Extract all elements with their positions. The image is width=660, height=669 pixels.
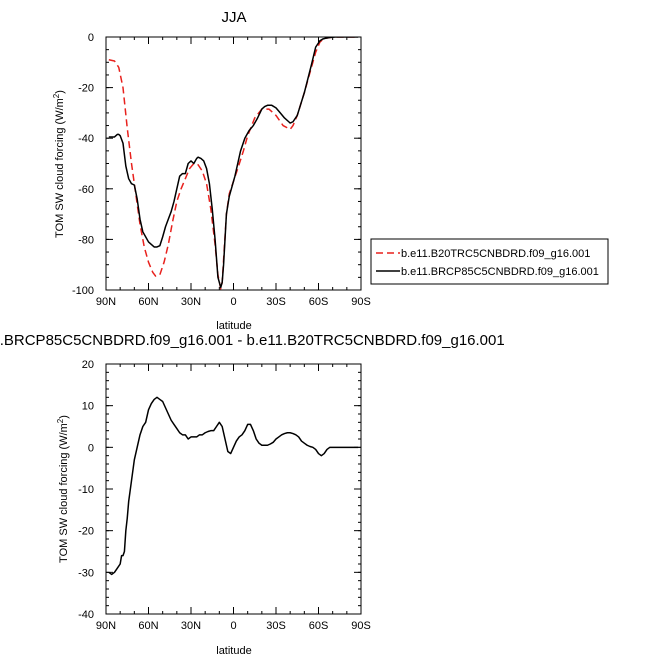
series-line-top-0 — [108, 37, 359, 290]
x-tick-label: 30N — [181, 296, 201, 308]
panel-top: JJA 90N 60N 30N 0 30S 60S 90S 0 -20 -40 -60 -80 -100… — [52, 9, 609, 332]
y-tick-label: 0 — [88, 442, 94, 454]
x-tick-label: 30S — [266, 296, 286, 308]
x-tick-label: 30S — [266, 620, 286, 632]
legend-box — [370, 238, 609, 285]
panel-bottom-ylabel-main: TOM SW cloud forcing (W/m — [58, 423, 70, 563]
y-tick-label: -80 — [78, 234, 94, 246]
x-tick-label: 60S — [309, 296, 329, 308]
panel-top-ylabel: TOM SW cloud forcing (W/m2) — [52, 90, 66, 238]
panel-top-series — [108, 37, 359, 290]
panel-top-ticks: 90N 60N 30N 0 30S 60S 90S 0 -20 -40 -60 -80 -100 — [72, 32, 371, 308]
x-tick-label: 90S — [351, 620, 371, 632]
panel-top-ylabel-main: TOM SW cloud forcing (W/m — [54, 98, 66, 238]
legend: b.e11.B20TRC5CNBDRD.f09_g16.001 b.e11.BR… — [370, 238, 609, 285]
panel-bottom-ylabel: TOM SW cloud forcing (W/m2) — [56, 415, 70, 563]
y-tick-label: 20 — [82, 359, 94, 371]
x-tick-label: 90N — [96, 296, 116, 308]
series-line-bottom-0 — [108, 396, 359, 576]
panel-bottom: b.e11.BRCP85C5CNBDRD.f09_g16.001 - b.e11… — [0, 332, 505, 657]
y-tick-label: -20 — [78, 526, 94, 538]
y-tick-label: -10 — [78, 484, 94, 496]
y-tick-label: -100 — [72, 285, 94, 297]
y-tick-label: -40 — [78, 133, 94, 145]
series-line-top-1 — [108, 37, 359, 289]
panel-bottom-title: b.e11.BRCP85C5CNBDRD.f09_g16.001 - b.e11… — [0, 332, 505, 349]
x-tick-label: 60N — [138, 620, 158, 632]
x-tick-label: 60N — [138, 296, 158, 308]
y-tick-label: 0 — [88, 32, 94, 44]
panel-top-ylabel-sup: 2 — [52, 93, 61, 98]
x-tick-label: 0 — [230, 296, 236, 308]
y-tick-label: -60 — [78, 184, 94, 196]
y-tick-label: 10 — [82, 401, 94, 413]
panel-bottom-ylabel-close: ) — [58, 415, 70, 419]
panel-bottom-xlabel: latitude — [216, 645, 251, 657]
y-tick-label: -30 — [78, 567, 94, 579]
legend-label-rcp85: b.e11.BRCP85C5CNBDRD.f09_g16.001 — [401, 266, 599, 278]
panel-top-frame — [105, 36, 362, 291]
x-tick-label: 60S — [309, 620, 329, 632]
panel-top-title: JJA — [221, 9, 246, 26]
panel-bottom-ylabel-sup: 2 — [56, 418, 65, 423]
y-tick-label: -40 — [78, 609, 94, 621]
panel-bottom-frame — [105, 363, 362, 615]
panel-top-ylabel-close: ) — [54, 90, 66, 94]
panel-top-xlabel: latitude — [216, 320, 251, 332]
x-tick-label: 0 — [230, 620, 236, 632]
panel-bottom-ticks: 90N 60N 30N 0 30S 60S 90S 20 10 0 -10 -20 -30 -40 — [78, 359, 371, 632]
panel-bottom-series — [108, 396, 359, 576]
x-tick-label: 90N — [96, 620, 116, 632]
legend-label-historical: b.e11.B20TRC5CNBDRD.f09_g16.001 — [401, 248, 590, 260]
y-tick-label: -20 — [78, 83, 94, 95]
x-tick-label: 90S — [351, 296, 371, 308]
x-tick-label: 30N — [181, 620, 201, 632]
